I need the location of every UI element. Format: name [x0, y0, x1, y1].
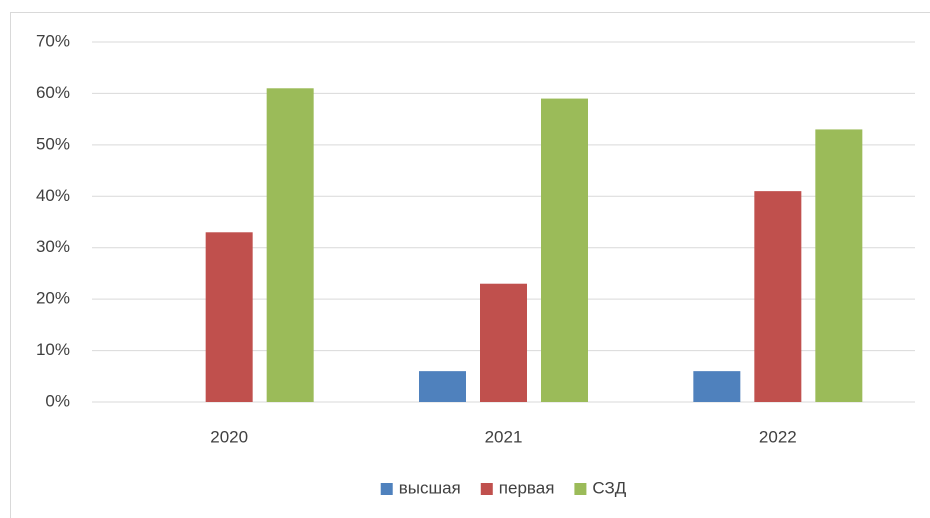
bar	[541, 98, 588, 403]
y-tick-label: 60%	[36, 83, 70, 102]
y-tick-label: 20%	[36, 289, 70, 308]
bar	[754, 191, 802, 402]
chart-border	[10, 12, 930, 518]
y-tick-label: 0%	[45, 391, 70, 410]
bar	[205, 232, 253, 402]
x-tick-label: 2022	[759, 427, 797, 446]
bar	[266, 88, 314, 403]
y-tick-label: 30%	[36, 237, 70, 256]
x-tick-label: 2021	[485, 427, 523, 446]
bar	[693, 371, 741, 402]
legend-label: высшая	[399, 478, 461, 497]
legend-swatch	[380, 483, 393, 495]
legend-label: СЗД	[592, 478, 626, 497]
bar	[419, 371, 466, 402]
y-tick-label: 40%	[36, 186, 70, 205]
legend-label: первая	[499, 478, 555, 497]
legend-swatch	[574, 483, 587, 495]
y-tick-label: 10%	[36, 340, 70, 359]
y-tick-label: 50%	[36, 134, 70, 153]
bar	[815, 129, 863, 402]
x-tick-label: 2020	[210, 427, 248, 446]
legend-swatch	[480, 483, 493, 495]
bar	[480, 283, 527, 402]
y-tick-label: 70%	[36, 31, 70, 50]
